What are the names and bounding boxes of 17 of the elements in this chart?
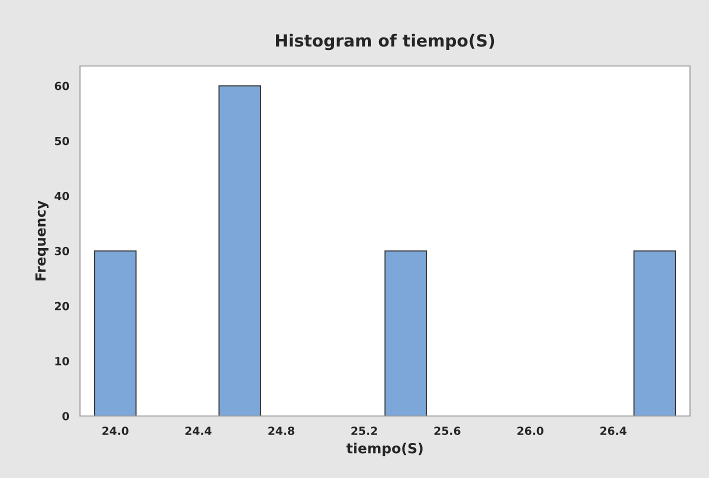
- y-tick-label: 0: [62, 412, 70, 420]
- y-tick-label: 10: [55, 356, 70, 366]
- x-tick-label: 24.0: [102, 426, 128, 436]
- x-tick-label: 25.6: [434, 426, 460, 436]
- x-tick-label: 24.8: [268, 426, 294, 436]
- x-tick-label: 24.4: [185, 426, 212, 435]
- x-axis-title: tiempo(S): [346, 442, 423, 456]
- y-tick-label: 20: [55, 302, 70, 310]
- y-tick-label: 60: [54, 82, 70, 90]
- y-tick-label: 50: [54, 136, 70, 146]
- x-tick-label: 26.4: [600, 426, 626, 436]
- y-axis-title: Frequency: [35, 200, 49, 280]
- y-tick-label: 40: [54, 192, 70, 200]
- chart-title: Histogram of tiempo(S): [276, 34, 494, 50]
- x-tick-label: 25.2: [351, 426, 377, 436]
- x-tick-label: 26.0: [517, 426, 544, 436]
- y-tick-label: 30: [54, 246, 70, 256]
